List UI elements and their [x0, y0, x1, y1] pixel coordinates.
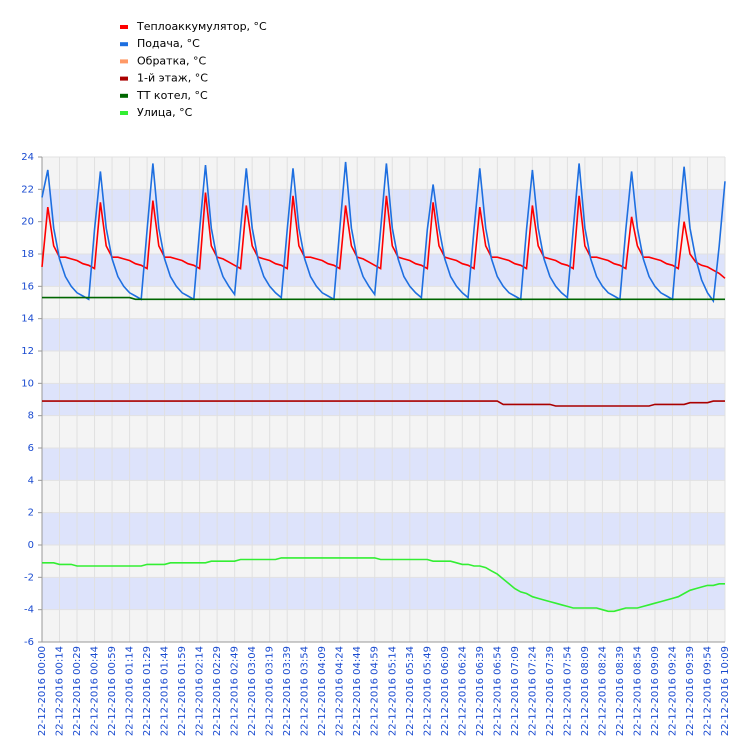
series-line — [42, 296, 725, 301]
band — [42, 480, 725, 513]
y-tick-label: 4 — [28, 475, 34, 486]
x-tick-label: 22-12-2016 04:44 — [352, 646, 363, 736]
x-tick-label: 22-12-2016 08:39 — [615, 646, 626, 736]
legend-label: Обратка, °C — [137, 54, 206, 67]
x-tick-label: 22-12-2016 03:54 — [300, 646, 311, 736]
y-tick-label: 6 — [28, 443, 34, 454]
series-line — [41, 161, 726, 304]
legend-swatch — [120, 59, 128, 64]
x-tick-label: 22-12-2016 01:44 — [160, 646, 171, 736]
y-tick-label: 8 — [28, 411, 34, 422]
legend-label: Подача, °C — [137, 37, 200, 50]
x-tick-label: 22-12-2016 04:59 — [370, 646, 381, 736]
band — [42, 512, 725, 545]
y-tick-label: 2 — [28, 508, 34, 519]
x-tick-label: 22-12-2016 01:14 — [125, 646, 136, 736]
y-tick-label: 20 — [21, 217, 34, 228]
y-tick-label: 10 — [21, 378, 34, 389]
x-tick-label: 22-12-2016 08:09 — [580, 646, 591, 736]
band — [42, 254, 725, 287]
y-tick-label: 0 — [28, 540, 34, 551]
x-tick-label: 22-12-2016 08:24 — [597, 646, 608, 736]
band — [42, 286, 725, 319]
legend-label: Теплоаккумулятор, °C — [136, 20, 267, 33]
y-tick-label: 14 — [21, 314, 34, 325]
x-tick-label: 22-12-2016 00:14 — [55, 646, 66, 736]
x-tick-label: 22-12-2016 06:24 — [457, 646, 468, 736]
x-tick-label: 22-12-2016 00:44 — [90, 646, 101, 736]
x-tick-label: 22-12-2016 02:29 — [212, 646, 223, 736]
x-tick-label: 22-12-2016 00:00 — [37, 646, 48, 736]
band — [42, 351, 725, 384]
x-tick-label: 22-12-2016 08:54 — [632, 646, 643, 736]
y-tick-label: 22 — [21, 184, 34, 195]
x-tick-label: 22-12-2016 06:39 — [475, 646, 486, 736]
band — [42, 157, 725, 190]
x-tick-label: 22-12-2016 07:09 — [510, 646, 521, 736]
legend-swatch — [120, 42, 128, 47]
x-tick-label: 22-12-2016 04:24 — [335, 646, 346, 736]
series-line — [42, 557, 725, 613]
band — [42, 609, 725, 642]
x-tick-label: 22-12-2016 05:34 — [405, 646, 416, 736]
band — [42, 415, 725, 448]
band — [42, 545, 725, 578]
x-tick-label: 22-12-2016 09:24 — [667, 646, 678, 736]
band — [42, 577, 725, 610]
x-tick-label: 22-12-2016 07:54 — [562, 646, 573, 736]
band — [42, 318, 725, 351]
y-tick-label: -4 — [24, 605, 34, 616]
x-tick-label: 22-12-2016 09:09 — [650, 646, 661, 736]
x-tick-label: 22-12-2016 03:39 — [282, 646, 293, 736]
y-tick-label: -6 — [24, 637, 34, 648]
y-tick-label: 16 — [21, 281, 34, 292]
x-tick-label: 22-12-2016 06:09 — [440, 646, 451, 736]
legend-swatch — [120, 93, 128, 98]
x-tick-label: 22-12-2016 02:14 — [195, 646, 206, 736]
series-line — [41, 192, 726, 279]
x-tick-label: 22-12-2016 03:04 — [247, 646, 258, 736]
x-tick-label: 22-12-2016 09:39 — [685, 646, 696, 736]
x-tick-label: 22-12-2016 05:49 — [422, 646, 433, 736]
legend-swatch — [120, 76, 128, 81]
x-tick-label: 22-12-2016 00:29 — [72, 646, 83, 736]
y-tick-label: -2 — [24, 572, 34, 583]
x-tick-label: 22-12-2016 01:59 — [177, 646, 188, 736]
series-line — [42, 400, 725, 407]
x-tick-label: 22-12-2016 01:29 — [142, 646, 153, 736]
x-tick-label: 22-12-2016 09:54 — [702, 646, 713, 736]
y-tick-label: 12 — [21, 346, 34, 357]
legend-swatch — [120, 25, 128, 29]
legend-swatch — [120, 111, 128, 115]
legend-label: Улица, °C — [137, 106, 193, 119]
y-tick-label: 18 — [21, 249, 34, 260]
x-tick-label: 22-12-2016 02:49 — [230, 646, 241, 736]
x-tick-label: 22-12-2016 07:24 — [527, 646, 538, 736]
y-tick-label: 24 — [21, 152, 34, 163]
x-tick-label: 22-12-2016 00:59 — [107, 646, 118, 736]
x-tick-label: 22-12-2016 03:19 — [265, 646, 276, 736]
x-tick-label: 22-12-2016 07:39 — [545, 646, 556, 736]
x-tick-label: 22-12-2016 10:09 — [720, 646, 731, 736]
x-tick-label: 22-12-2016 05:14 — [387, 646, 398, 736]
band — [42, 383, 725, 416]
x-tick-label: 22-12-2016 06:54 — [492, 646, 503, 736]
x-tick-label: 22-12-2016 04:09 — [317, 646, 328, 736]
legend-label: ТТ котел, °C — [136, 89, 208, 102]
band — [42, 448, 725, 481]
legend-label: 1-й этаж, °C — [137, 72, 208, 85]
